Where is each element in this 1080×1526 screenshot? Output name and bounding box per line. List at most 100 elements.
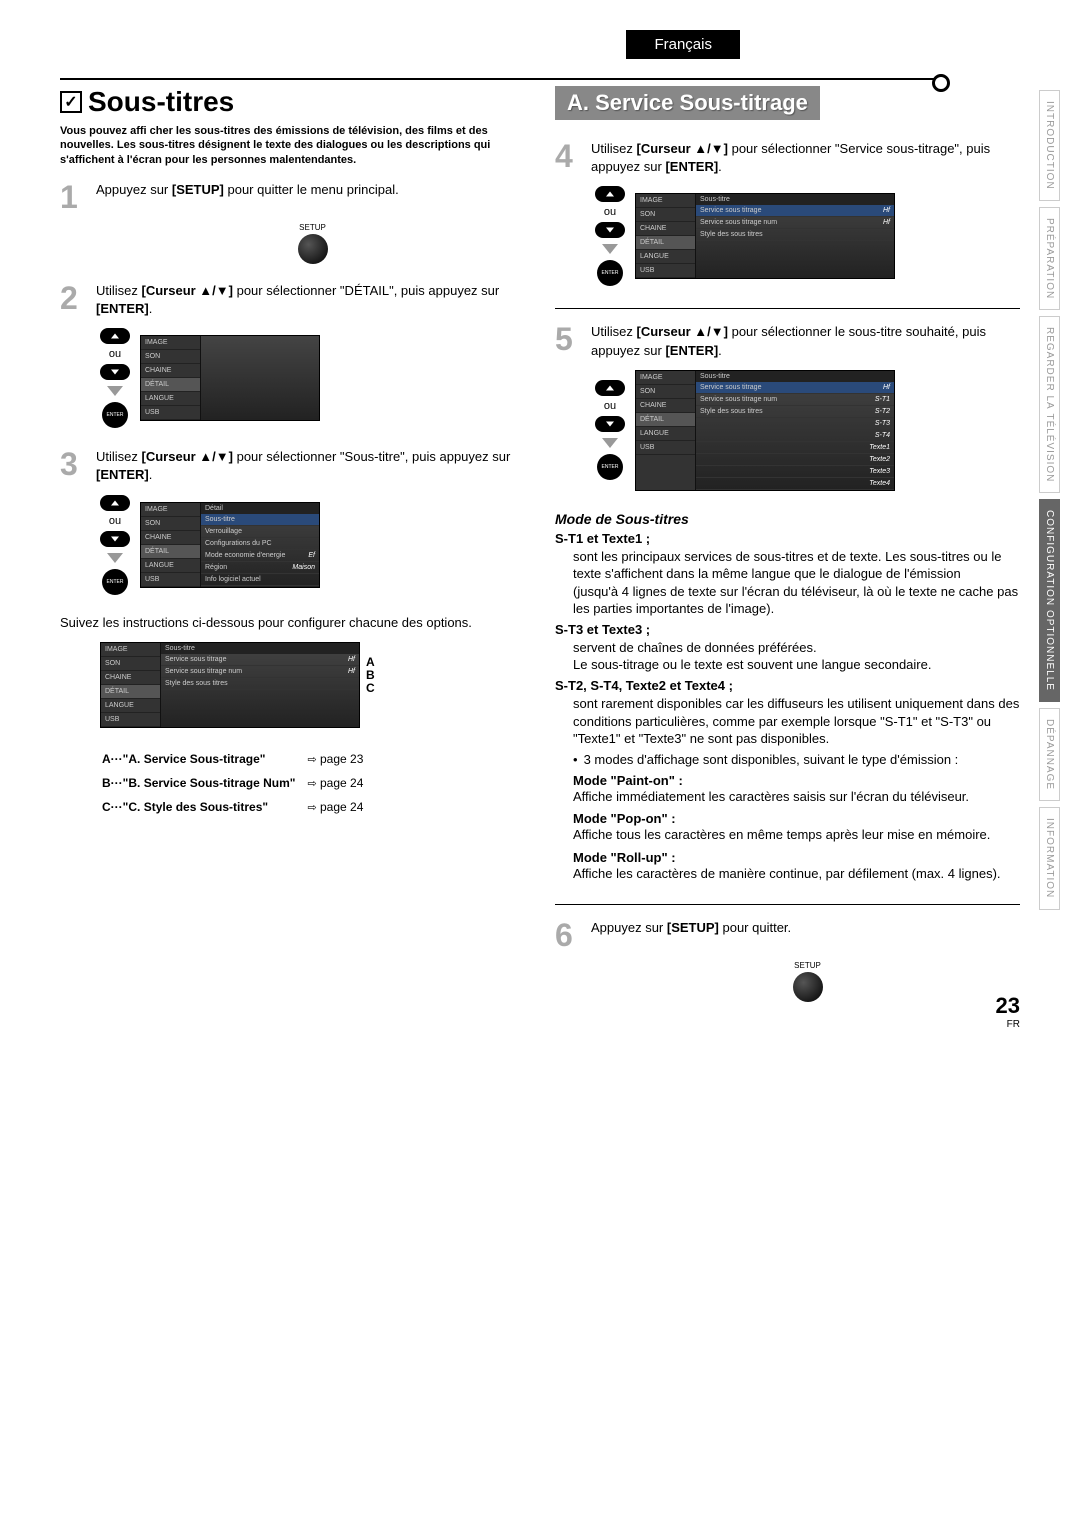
menu-item: CHAINE xyxy=(636,222,695,236)
menu-r-item: Mode economie d'energieEf xyxy=(201,550,319,562)
menu-header: Sous-titre xyxy=(161,643,359,654)
menu-item: CHAINE xyxy=(636,399,695,413)
right-column: A. Service Sous-titrage 4 Utilisez [Curs… xyxy=(555,86,1020,1020)
tab-information: INFORMATION xyxy=(1039,807,1060,909)
menu-item: DÉTAIL xyxy=(636,413,695,427)
table-row: C···"C. Style des Sous-titres"⇨ page 24 xyxy=(102,796,373,818)
table-row: B···"B. Service Sous-titrage Num"⇨ page … xyxy=(102,772,373,794)
menu-header: Détail xyxy=(201,503,319,514)
page-lang: FR xyxy=(996,1019,1020,1030)
menu-item: IMAGE xyxy=(636,371,695,385)
chevron-down-icon xyxy=(602,244,618,254)
menu-header: Sous-titre xyxy=(696,371,894,382)
menu-item: LANGUE xyxy=(636,250,695,264)
arrow-up-icon xyxy=(595,380,625,396)
page-number-value: 23 xyxy=(996,993,1020,1019)
enter-button-icon: ENTER xyxy=(102,569,128,595)
step-6: 6 Appuyez sur [SETUP] pour quitter. xyxy=(555,919,1020,951)
menu-item: USB xyxy=(636,264,695,278)
paint-on-heading: Mode "Paint-on" : xyxy=(573,773,1020,788)
menu-item: LANGUE xyxy=(636,427,695,441)
checkbox-icon: ✓ xyxy=(60,91,82,113)
st3-body: servent de chaînes de données préférées.… xyxy=(573,639,1020,674)
st2-body: sont rarement disponibles car les diffus… xyxy=(573,695,1020,748)
menu-panel-2: IMAGE SON CHAINE DÉTAIL LANGUE USB xyxy=(140,335,320,421)
st2-heading: S-T2, S-T4, Texte2 et Texte4 ; xyxy=(555,678,1020,693)
setup-label: SETUP xyxy=(794,961,821,970)
menu-item: LANGUE xyxy=(101,699,160,713)
menu-item: SON xyxy=(636,385,695,399)
tab-introduction: INTRODUCTION xyxy=(1039,90,1060,201)
language-tab: Français xyxy=(626,30,740,59)
step-4: 4 Utilisez [Curseur ▲/▼] pour sélectionn… xyxy=(555,140,1020,176)
menu-panel-5: IMAGE SON CHAINE DÉTAIL LANGUE USB Sous-… xyxy=(635,370,895,491)
step-2: 2 Utilisez [Curseur ▲/▼] pour sélectionn… xyxy=(60,282,525,318)
content: ✓ Sous-titres Vous pouvez affi cher les … xyxy=(60,86,1020,1020)
menu-item: IMAGE xyxy=(101,643,160,657)
step-number: 1 xyxy=(60,181,86,213)
reference-table: A···"A. Service Sous-titrage"⇨ page 23 B… xyxy=(100,746,375,820)
step-text: Utilisez [Curseur ▲/▼] pour sélectionner… xyxy=(591,323,1020,359)
menu-r-item: Info logiciel actuel xyxy=(201,574,319,586)
menu-item: USB xyxy=(141,573,200,587)
menu-r-item: Configurations du PC xyxy=(201,538,319,550)
menu-item: USB xyxy=(141,406,200,420)
remote-buttons: ou ENTER xyxy=(595,380,625,480)
menu-r-item: Service sous titrage numHf xyxy=(161,666,359,678)
page-container: Français INTRODUCTION PRÉPARATION REGARD… xyxy=(0,0,1080,1060)
menu-item: USB xyxy=(636,441,695,455)
section-title: ✓ Sous-titres xyxy=(60,86,525,118)
arrow-down-icon xyxy=(595,416,625,432)
step-text: Utilisez [Curseur ▲/▼] pour sélectionner… xyxy=(591,140,1020,176)
header-rule xyxy=(60,78,940,80)
enter-button-icon: ENTER xyxy=(102,402,128,428)
step-number: 4 xyxy=(555,140,581,176)
menu-item: IMAGE xyxy=(141,503,200,517)
roll-up-heading: Mode "Roll-up" : xyxy=(573,850,1020,865)
header-circle-icon xyxy=(932,74,950,92)
menu-item: SON xyxy=(141,350,200,364)
chevron-down-icon xyxy=(602,438,618,448)
roll-up-body: Affiche les caractères de manière contin… xyxy=(573,865,1020,883)
tab-depannage: DÉPANNAGE xyxy=(1039,708,1060,801)
paint-on-body: Affiche immédiatement les caractères sai… xyxy=(573,788,1020,806)
separator xyxy=(555,308,1020,309)
menu-panel-4: IMAGE SON CHAINE DÉTAIL LANGUE USB Sous-… xyxy=(635,193,895,279)
step-5: 5 Utilisez [Curseur ▲/▼] pour sélectionn… xyxy=(555,323,1020,359)
step-number: 2 xyxy=(60,282,86,318)
ou-text: ou xyxy=(604,206,616,218)
menu-item: SON xyxy=(101,657,160,671)
st1-body: sont les principaux services de sous-tit… xyxy=(573,548,1020,618)
enter-button-icon: ENTER xyxy=(597,454,623,480)
table-row: A···"A. Service Sous-titrage"⇨ page 23 xyxy=(102,748,373,770)
step-text: Utilisez [Curseur ▲/▼] pour sélectionner… xyxy=(96,282,525,318)
menu-r-item: Verrouillage xyxy=(201,526,319,538)
step-1: 1 Appuyez sur [SETUP] pour quitter le me… xyxy=(60,181,525,213)
step-number: 6 xyxy=(555,919,581,951)
menu-item: LANGUE xyxy=(141,392,200,406)
menu-item: DÉTAIL xyxy=(141,545,200,559)
chevron-down-icon xyxy=(107,386,123,396)
step-3: 3 Utilisez [Curseur ▲/▼] pour sélectionn… xyxy=(60,448,525,484)
step-text: Appuyez sur [SETUP] pour quitter le menu… xyxy=(96,181,525,213)
menu-r-item: Service sous titrageHf xyxy=(696,382,894,394)
title-text: Sous-titres xyxy=(88,86,234,118)
menu-item: DÉTAIL xyxy=(141,378,200,392)
menu-r-item: Style des sous titresS-T2 xyxy=(696,406,894,418)
arrow-down-icon xyxy=(100,364,130,380)
section-b-title: A. Service Sous-titrage xyxy=(555,86,820,120)
menu-item: CHAINE xyxy=(141,364,200,378)
remote-buttons: ou ENTER xyxy=(100,495,130,595)
menu-item: IMAGE xyxy=(141,336,200,350)
setup-button-icon xyxy=(793,972,823,1002)
menu-r-item: Texte2 xyxy=(696,454,894,466)
setup-button-diagram: SETUP xyxy=(595,961,1020,1002)
menu-item: SON xyxy=(636,208,695,222)
menu-item: SON xyxy=(141,517,200,531)
menu-r-item: Style des sous titres xyxy=(696,229,894,241)
arrow-down-icon xyxy=(100,531,130,547)
separator xyxy=(555,904,1020,905)
side-tabs: INTRODUCTION PRÉPARATION REGARDER LA TÉL… xyxy=(1039,90,1060,910)
setup-label: SETUP xyxy=(299,223,326,232)
mode-title: Mode de Sous-titres xyxy=(555,511,1020,527)
